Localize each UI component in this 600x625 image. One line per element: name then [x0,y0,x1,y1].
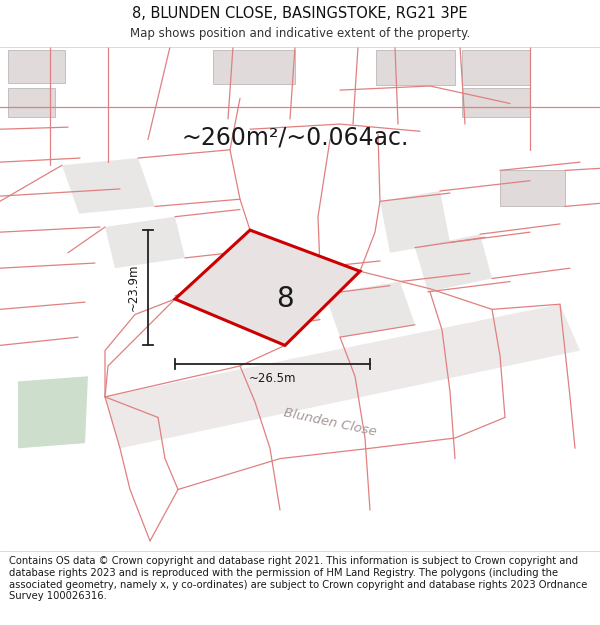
Text: Blunden Close: Blunden Close [283,406,377,439]
Polygon shape [18,376,88,448]
Polygon shape [175,230,360,346]
Text: 8, BLUNDEN CLOSE, BASINGSTOKE, RG21 3PE: 8, BLUNDEN CLOSE, BASINGSTOKE, RG21 3PE [132,6,468,21]
Polygon shape [415,234,492,292]
Text: Contains OS data © Crown copyright and database right 2021. This information is : Contains OS data © Crown copyright and d… [9,556,587,601]
Polygon shape [213,50,295,84]
Polygon shape [325,282,415,337]
Text: Map shows position and indicative extent of the property.: Map shows position and indicative extent… [130,28,470,40]
Text: ~260m²/~0.064ac.: ~260m²/~0.064ac. [181,126,409,149]
Polygon shape [8,50,65,83]
Polygon shape [380,191,450,253]
Polygon shape [500,171,565,206]
Text: ~23.9m: ~23.9m [127,264,139,311]
Polygon shape [105,217,185,268]
Polygon shape [230,268,320,325]
Polygon shape [376,50,455,85]
Polygon shape [462,88,530,117]
Polygon shape [462,50,530,85]
Polygon shape [62,158,155,214]
Text: 8: 8 [276,285,294,313]
Polygon shape [8,88,55,117]
Text: ~26.5m: ~26.5m [249,372,297,385]
Polygon shape [105,304,580,448]
